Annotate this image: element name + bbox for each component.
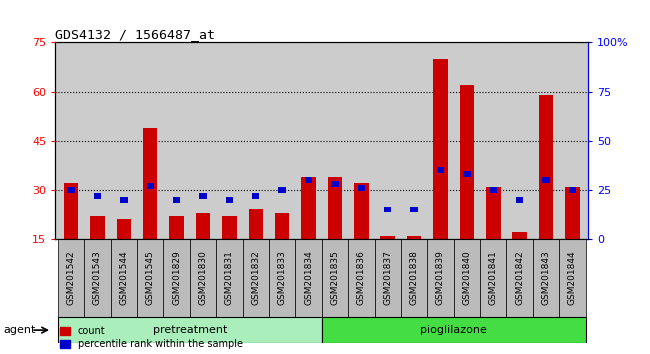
Text: GSM201839: GSM201839	[436, 250, 445, 306]
Bar	[216, 239, 242, 317]
Text: GSM201832: GSM201832	[252, 251, 260, 305]
Text: GSM201829: GSM201829	[172, 251, 181, 305]
Bar	[384, 206, 391, 212]
Bar	[516, 197, 523, 202]
Bar	[542, 177, 550, 183]
Bar	[302, 177, 316, 239]
Text: GSM201835: GSM201835	[330, 250, 339, 306]
Bar	[222, 216, 237, 239]
Bar	[460, 85, 474, 239]
Bar	[84, 239, 110, 317]
Bar	[248, 210, 263, 239]
Bar	[143, 128, 157, 239]
Text: GSM201833: GSM201833	[278, 250, 287, 306]
Text: GSM201837: GSM201837	[384, 250, 392, 306]
Bar	[252, 193, 259, 199]
Bar	[322, 317, 586, 343]
Text: GSM201836: GSM201836	[357, 250, 366, 306]
Bar	[146, 183, 154, 189]
Text: GSM201840: GSM201840	[462, 251, 471, 305]
Bar	[305, 177, 312, 183]
Bar	[539, 95, 553, 239]
Bar	[480, 239, 506, 317]
Text: GSM201545: GSM201545	[146, 251, 155, 305]
Bar	[269, 239, 295, 317]
Bar	[137, 239, 163, 317]
Bar	[226, 197, 233, 202]
Bar	[94, 193, 101, 199]
Bar	[200, 193, 207, 199]
Bar	[565, 187, 580, 239]
Text: GSM201830: GSM201830	[198, 250, 207, 306]
Text: pretreatment: pretreatment	[153, 325, 227, 335]
Text: GSM201841: GSM201841	[489, 251, 498, 305]
Bar	[407, 236, 421, 239]
Bar	[332, 181, 339, 187]
Bar	[374, 239, 401, 317]
Bar	[358, 185, 365, 191]
Bar	[111, 239, 137, 317]
Bar	[454, 239, 480, 317]
Legend: count, percentile rank within the sample: count, percentile rank within the sample	[60, 326, 242, 349]
Bar	[116, 219, 131, 239]
Bar	[278, 187, 286, 193]
Bar	[486, 187, 500, 239]
Text: GSM201834: GSM201834	[304, 251, 313, 305]
Text: GSM201544: GSM201544	[120, 251, 128, 305]
Text: GSM201831: GSM201831	[225, 250, 234, 306]
Text: GSM201838: GSM201838	[410, 250, 419, 306]
Bar	[533, 239, 559, 317]
Bar	[196, 213, 210, 239]
Bar	[163, 239, 190, 317]
Bar	[64, 183, 79, 239]
Bar	[410, 206, 418, 212]
Text: GSM201542: GSM201542	[66, 251, 75, 305]
Text: GDS4132 / 1566487_at: GDS4132 / 1566487_at	[55, 28, 215, 41]
Bar	[190, 239, 216, 317]
Bar	[512, 233, 527, 239]
Bar	[437, 167, 444, 173]
Bar	[380, 236, 395, 239]
Bar	[58, 317, 322, 343]
Bar	[322, 239, 348, 317]
Text: GSM201543: GSM201543	[93, 251, 102, 305]
Bar	[242, 239, 269, 317]
Bar	[401, 239, 427, 317]
Bar	[559, 239, 586, 317]
Text: GSM201843: GSM201843	[541, 251, 551, 305]
Bar	[120, 197, 127, 202]
Bar	[506, 239, 533, 317]
Bar	[569, 187, 576, 193]
Text: GSM201842: GSM201842	[515, 251, 524, 305]
Bar	[170, 216, 184, 239]
Bar	[295, 239, 322, 317]
Bar	[354, 183, 369, 239]
Bar	[427, 239, 454, 317]
Bar	[434, 59, 448, 239]
Text: GSM201844: GSM201844	[568, 251, 577, 305]
Bar	[328, 177, 342, 239]
Bar	[58, 239, 84, 317]
Bar	[275, 213, 289, 239]
Bar	[489, 187, 497, 193]
Bar	[173, 197, 180, 202]
Text: agent: agent	[3, 325, 36, 335]
Bar	[463, 171, 471, 177]
Bar	[90, 216, 105, 239]
Bar	[68, 187, 75, 193]
Bar	[348, 239, 374, 317]
Text: pioglilazone: pioglilazone	[421, 325, 487, 335]
